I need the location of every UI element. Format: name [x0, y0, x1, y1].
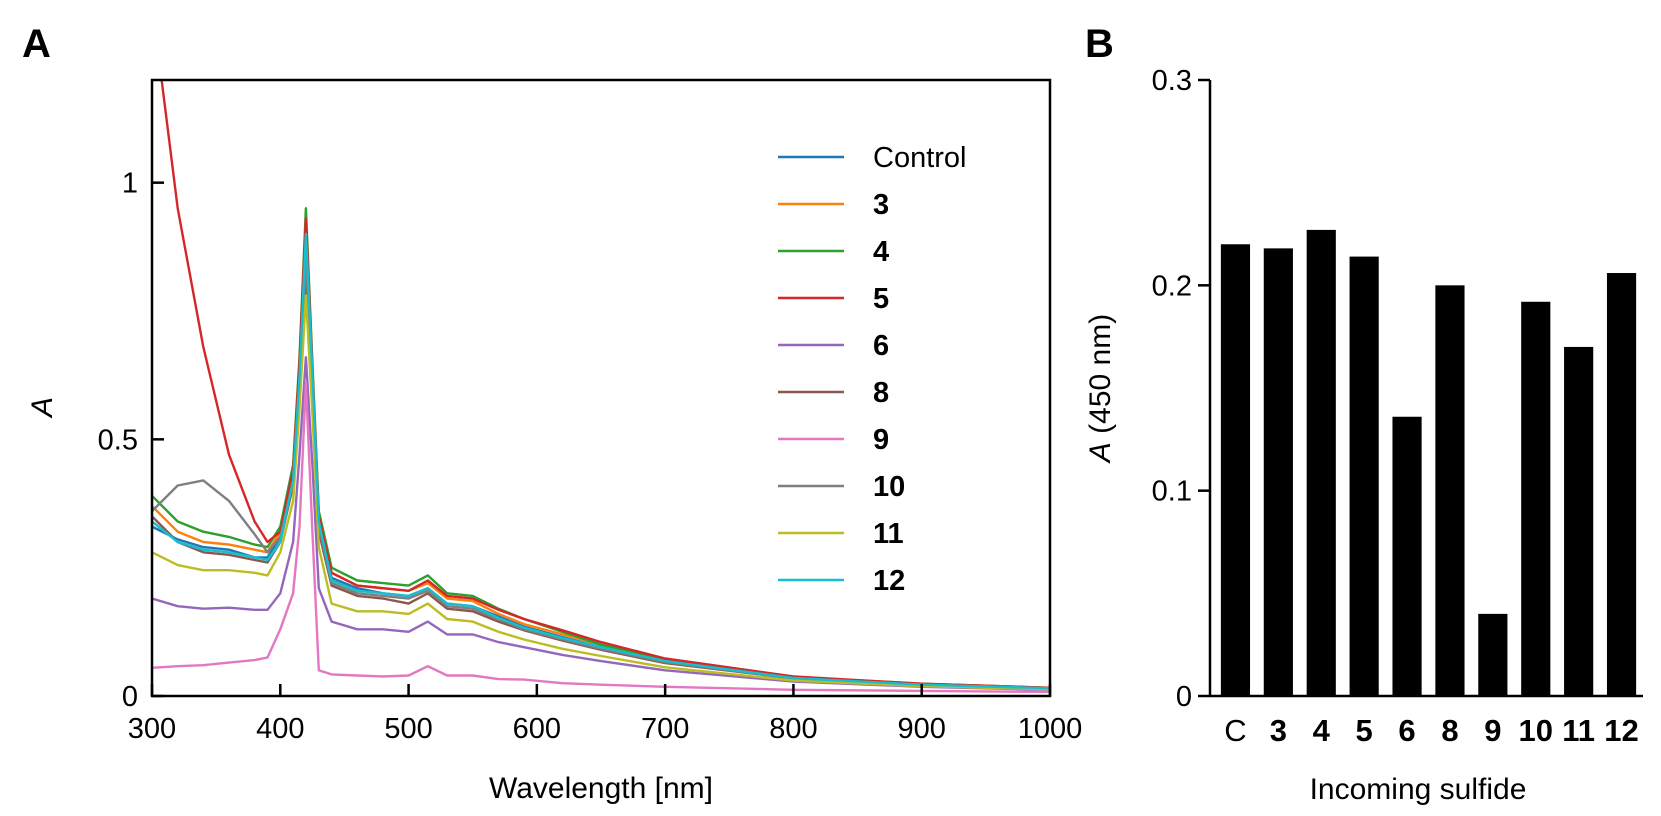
bar-category-label: 6: [1398, 713, 1415, 748]
bar-category-label: 10: [1519, 713, 1553, 748]
bar-category-label: 8: [1441, 713, 1458, 748]
legend-entry-5: 5: [778, 283, 889, 315]
series-line-9: [152, 381, 1050, 694]
series-line-4: [152, 207, 1050, 689]
bar-y-tick-label: 0.1: [1152, 476, 1192, 508]
bar-4: [1306, 229, 1336, 697]
series-line-11: [152, 294, 1050, 691]
x-tick-label: 300: [128, 713, 176, 745]
bar-5: [1349, 256, 1379, 696]
x-tick-label: 400: [256, 713, 304, 745]
bar-category-label: C: [1224, 713, 1246, 748]
series-line-10: [152, 258, 1050, 690]
bar-category-label: 11: [1562, 713, 1595, 748]
panel-b-letter: B: [1085, 22, 1114, 66]
x-tick-label: 600: [513, 713, 561, 745]
bar-category-label: 4: [1313, 713, 1331, 748]
legend-label: Control: [873, 142, 967, 174]
bar-8: [1435, 285, 1465, 696]
series-line-5: [160, 80, 1050, 689]
legend-entry-3: 3: [778, 189, 889, 221]
bar-category-label: 9: [1484, 713, 1501, 748]
absorbance-bar-chart: 0 0.1 0.2 0.3 C 3 4 5 6 8 9 10 11 12 Incoming sulfid…: [1084, 65, 1643, 806]
bar-y-axis-title-italic: A: [1084, 442, 1117, 464]
legend-entry-9: 9: [778, 424, 889, 456]
bar-x-ticks: C 3 4 5 6 8 9 10 11 12: [1224, 713, 1639, 748]
x-tick-label: 800: [769, 713, 817, 745]
bar-10: [1521, 301, 1551, 696]
legend-label: 5: [873, 283, 889, 315]
spectra-plot-frame: [150, 78, 1052, 698]
bar-y-ticks: 0 0.1 0.2 0.3: [1152, 65, 1210, 713]
spectra-chart: 00.51 300 400 500 600 700 800 900 1000 Waveleng…: [26, 78, 1082, 805]
bar-y-tick-label: 0.3: [1152, 65, 1192, 97]
x-tick-label: 900: [898, 713, 946, 745]
legend-label: 8: [873, 377, 889, 409]
y-tick-label: 1: [122, 168, 138, 200]
bar-12: [1606, 273, 1637, 696]
spectra-x-axis-title: Wavelength [nm]: [489, 772, 713, 805]
panel-a-letter: A: [22, 22, 51, 66]
series-line-3: [152, 227, 1050, 689]
bar-y-axis-title: A (450 nm): [1084, 314, 1117, 464]
series-line-control: [152, 243, 1050, 690]
bar-y-tick-label: 0.2: [1152, 270, 1192, 302]
bar-category-label: 3: [1270, 713, 1287, 748]
bar-y-axis-title-rest: (450 nm): [1084, 314, 1117, 442]
bar-x-axis-title: Incoming sulfide: [1310, 773, 1527, 806]
spectra-x-ticks: 300 400 500 600 700 800 900 1000: [128, 684, 1082, 745]
bar-y-tick-label: 0: [1176, 681, 1192, 713]
bar-category-label: 5: [1356, 713, 1373, 748]
y-tick-label: 0: [122, 681, 138, 713]
bar-9: [1478, 613, 1508, 696]
bar-6: [1392, 416, 1422, 696]
legend-entry-10: 10: [778, 471, 905, 503]
legend-label: 9: [873, 424, 889, 456]
spectra-lines: [152, 80, 1050, 694]
legend-label: 6: [873, 330, 889, 362]
spectra-y-axis-title: A: [26, 397, 59, 419]
legend-entry-11: 11: [778, 518, 904, 550]
legend-label: 12: [873, 565, 905, 597]
legend-label: 4: [873, 236, 889, 268]
series-line-8: [152, 268, 1050, 690]
legend-label: 10: [873, 471, 905, 503]
legend-entry-4: 4: [778, 236, 889, 268]
legend-label: 3: [873, 189, 889, 221]
legend-entry-12: 12: [778, 565, 905, 597]
spectra-legend: Control 3 4 5 6 8 9 10 11 12: [778, 142, 967, 597]
bar-c: [1220, 244, 1251, 696]
legend-entry-8: 8: [778, 377, 889, 409]
spectra-y-ticks: 00.51: [98, 168, 164, 713]
legend-label: 11: [873, 518, 904, 550]
legend-entry-control: Control: [778, 142, 967, 174]
x-tick-label: 500: [384, 713, 432, 745]
absorbance-bars: [1220, 229, 1637, 697]
series-line-12: [152, 232, 1050, 690]
y-tick-label: 0.5: [98, 424, 138, 456]
bar-11: [1564, 346, 1594, 696]
bar-3: [1263, 248, 1293, 696]
x-tick-label: 1000: [1018, 713, 1083, 745]
legend-entry-6: 6: [778, 330, 889, 362]
bar-category-label: 12: [1604, 713, 1638, 748]
series-line-6: [152, 356, 1050, 691]
x-tick-label: 700: [641, 713, 689, 745]
